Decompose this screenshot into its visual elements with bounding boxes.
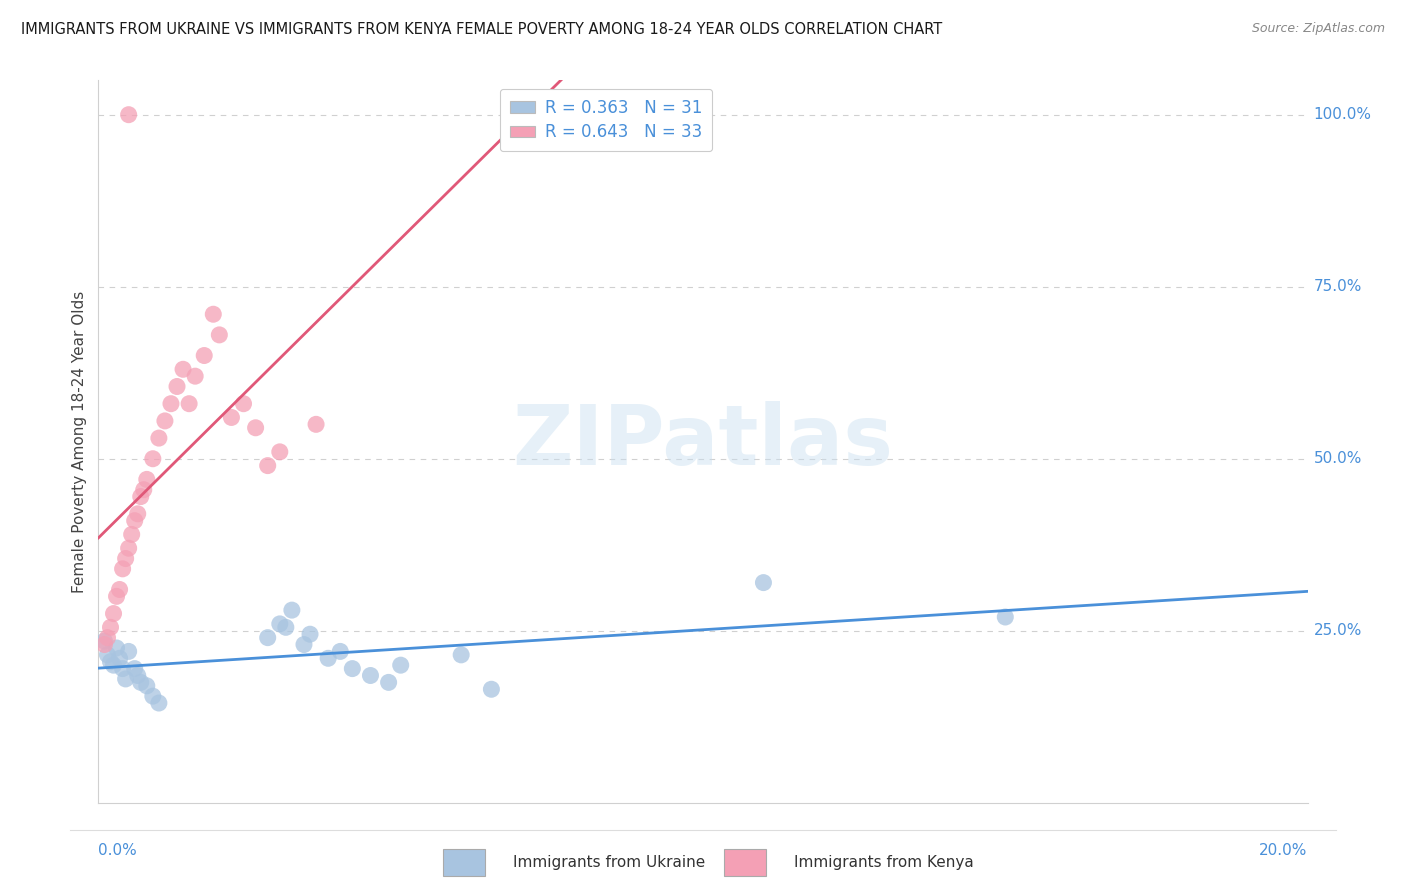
Text: 100.0%: 100.0%	[1313, 107, 1372, 122]
Point	[299, 627, 322, 641]
Point	[108, 582, 131, 597]
Point	[142, 689, 165, 703]
Point	[105, 640, 128, 655]
Point	[256, 631, 278, 645]
Point	[274, 620, 297, 634]
Text: IMMIGRANTS FROM UKRAINE VS IMMIGRANTS FROM KENYA FEMALE POVERTY AMONG 18-24 YEAR: IMMIGRANTS FROM UKRAINE VS IMMIGRANTS FR…	[21, 22, 942, 37]
Text: 75.0%: 75.0%	[1313, 279, 1362, 294]
Point	[153, 414, 176, 428]
Point	[127, 507, 149, 521]
Point	[305, 417, 328, 432]
Point	[121, 527, 143, 541]
Point	[124, 662, 146, 676]
Point	[360, 668, 382, 682]
Point	[93, 634, 115, 648]
Point	[148, 431, 170, 445]
Point	[208, 327, 231, 342]
Text: Immigrants from Ukraine: Immigrants from Ukraine	[513, 855, 706, 870]
Point	[256, 458, 278, 473]
Point	[129, 675, 152, 690]
Point	[103, 607, 125, 621]
Point	[114, 672, 136, 686]
Point	[221, 410, 243, 425]
Point	[193, 349, 215, 363]
Point	[142, 451, 165, 466]
Point	[96, 631, 118, 645]
Point	[105, 590, 128, 604]
Point	[281, 603, 304, 617]
Text: ZIPatlas: ZIPatlas	[513, 401, 893, 482]
Point	[160, 397, 183, 411]
Text: Source: ZipAtlas.com: Source: ZipAtlas.com	[1251, 22, 1385, 36]
Point	[124, 514, 146, 528]
Point	[202, 307, 225, 321]
Point	[166, 379, 188, 393]
Point	[111, 562, 134, 576]
Point	[118, 108, 141, 122]
Point	[481, 682, 503, 697]
Point	[172, 362, 194, 376]
Point	[108, 651, 131, 665]
Text: 20.0%: 20.0%	[1260, 843, 1308, 857]
Point	[93, 638, 115, 652]
Text: 0.0%: 0.0%	[98, 843, 138, 857]
Text: 50.0%: 50.0%	[1313, 451, 1362, 467]
Point	[389, 658, 412, 673]
Point	[132, 483, 155, 497]
Point	[118, 644, 141, 658]
Point	[329, 644, 352, 658]
Text: Immigrants from Kenya: Immigrants from Kenya	[794, 855, 974, 870]
Point	[184, 369, 207, 384]
Point	[118, 541, 141, 556]
Point	[316, 651, 339, 665]
Point	[135, 679, 157, 693]
Point	[100, 620, 122, 634]
Point	[100, 655, 122, 669]
Point	[232, 397, 254, 411]
Point	[135, 472, 157, 486]
Point	[114, 551, 136, 566]
Point	[103, 658, 125, 673]
Point	[179, 397, 201, 411]
Point	[342, 662, 364, 676]
Point	[377, 675, 399, 690]
Text: 25.0%: 25.0%	[1313, 624, 1362, 639]
Point	[994, 610, 1017, 624]
Point	[111, 662, 134, 676]
Point	[129, 490, 152, 504]
Point	[269, 445, 291, 459]
Point	[96, 648, 118, 662]
Point	[269, 616, 291, 631]
Point	[292, 638, 315, 652]
Point	[148, 696, 170, 710]
Point	[127, 668, 149, 682]
Point	[245, 421, 267, 435]
Point	[450, 648, 472, 662]
Y-axis label: Female Poverty Among 18-24 Year Olds: Female Poverty Among 18-24 Year Olds	[72, 291, 87, 592]
Legend: R = 0.363   N = 31, R = 0.643   N = 33: R = 0.363 N = 31, R = 0.643 N = 33	[501, 88, 713, 152]
Point	[752, 575, 775, 590]
